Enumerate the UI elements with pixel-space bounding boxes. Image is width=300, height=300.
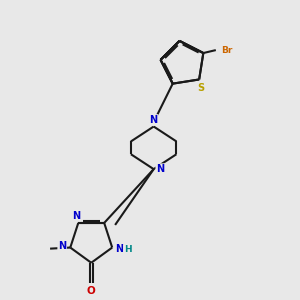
Text: N: N <box>72 211 80 220</box>
Text: O: O <box>87 286 96 296</box>
Text: S: S <box>197 82 205 92</box>
Text: N: N <box>115 244 123 254</box>
Text: N: N <box>156 164 164 174</box>
Text: N: N <box>150 115 158 125</box>
Text: H: H <box>124 245 131 254</box>
Text: N: N <box>58 241 66 251</box>
Text: Br: Br <box>221 46 232 55</box>
